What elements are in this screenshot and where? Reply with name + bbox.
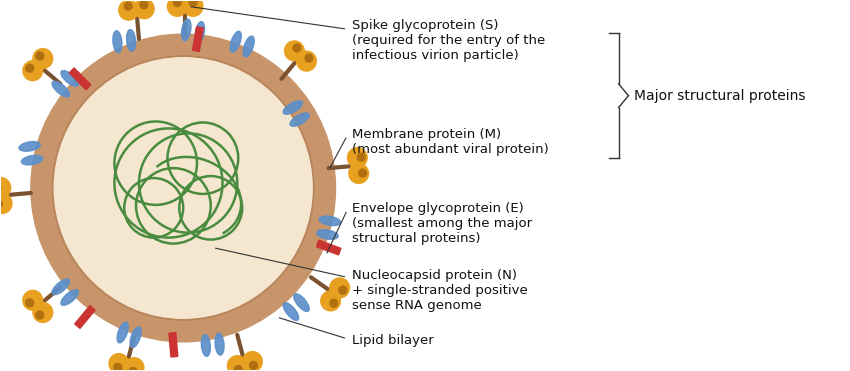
Circle shape xyxy=(140,1,148,9)
Ellipse shape xyxy=(130,327,141,348)
Ellipse shape xyxy=(52,81,70,97)
Circle shape xyxy=(36,52,43,60)
Ellipse shape xyxy=(243,36,254,57)
Polygon shape xyxy=(169,333,178,357)
Circle shape xyxy=(0,194,12,213)
Circle shape xyxy=(320,291,341,311)
Circle shape xyxy=(330,299,337,307)
Ellipse shape xyxy=(195,22,205,43)
Circle shape xyxy=(167,0,187,16)
Ellipse shape xyxy=(21,155,42,165)
Ellipse shape xyxy=(61,70,78,86)
Circle shape xyxy=(339,286,347,294)
Ellipse shape xyxy=(317,230,338,239)
Circle shape xyxy=(119,0,139,20)
Circle shape xyxy=(26,64,34,72)
Circle shape xyxy=(23,290,42,310)
Ellipse shape xyxy=(320,216,341,226)
Circle shape xyxy=(26,299,34,307)
Circle shape xyxy=(124,2,132,10)
Circle shape xyxy=(33,49,53,69)
Circle shape xyxy=(36,311,43,319)
Circle shape xyxy=(330,278,349,298)
Text: Major structural proteins: Major structural proteins xyxy=(634,89,806,103)
Circle shape xyxy=(348,148,367,168)
Circle shape xyxy=(357,153,366,161)
Polygon shape xyxy=(69,68,91,90)
Circle shape xyxy=(129,368,137,371)
Circle shape xyxy=(134,0,154,19)
Polygon shape xyxy=(192,27,203,52)
Polygon shape xyxy=(316,240,341,255)
Text: Lipid bilayer: Lipid bilayer xyxy=(352,334,434,347)
Ellipse shape xyxy=(61,290,78,305)
Ellipse shape xyxy=(283,101,303,114)
Circle shape xyxy=(293,44,301,52)
Circle shape xyxy=(297,51,316,71)
Ellipse shape xyxy=(230,31,241,52)
Ellipse shape xyxy=(113,31,122,53)
Circle shape xyxy=(184,0,203,16)
Circle shape xyxy=(348,164,369,183)
Circle shape xyxy=(285,41,304,61)
Ellipse shape xyxy=(290,113,309,126)
Circle shape xyxy=(228,356,247,371)
Circle shape xyxy=(109,354,128,371)
Circle shape xyxy=(114,364,122,371)
Circle shape xyxy=(305,54,313,62)
Text: Membrane protein (M)
(most abundant viral protein): Membrane protein (M) (most abundant vira… xyxy=(352,128,549,157)
Circle shape xyxy=(235,365,242,371)
Circle shape xyxy=(173,0,181,6)
Circle shape xyxy=(189,0,197,6)
Ellipse shape xyxy=(127,30,136,51)
Ellipse shape xyxy=(294,294,309,312)
Circle shape xyxy=(53,56,314,320)
Text: Nucleocapsid protein (N)
+ single-stranded positive
sense RNA genome: Nucleocapsid protein (N) + single-strand… xyxy=(352,269,528,312)
Circle shape xyxy=(359,169,366,177)
Circle shape xyxy=(0,178,11,197)
Circle shape xyxy=(31,34,336,342)
Text: Envelope glycoprotein (E)
(smallest among the major
structural proteins): Envelope glycoprotein (E) (smallest amon… xyxy=(352,202,532,245)
Circle shape xyxy=(250,361,258,370)
Circle shape xyxy=(124,358,144,371)
Ellipse shape xyxy=(19,142,40,151)
Ellipse shape xyxy=(182,19,191,41)
Text: Spike glycoprotein (S)
(required for the entry of the
infectious virion particle: Spike glycoprotein (S) (required for the… xyxy=(352,19,546,62)
Polygon shape xyxy=(75,306,95,328)
Ellipse shape xyxy=(201,335,210,356)
Ellipse shape xyxy=(215,333,224,355)
Ellipse shape xyxy=(52,279,70,295)
Circle shape xyxy=(33,302,53,322)
Ellipse shape xyxy=(283,303,298,321)
Ellipse shape xyxy=(117,322,128,343)
Circle shape xyxy=(23,61,42,81)
Circle shape xyxy=(0,200,3,208)
Circle shape xyxy=(242,352,263,371)
